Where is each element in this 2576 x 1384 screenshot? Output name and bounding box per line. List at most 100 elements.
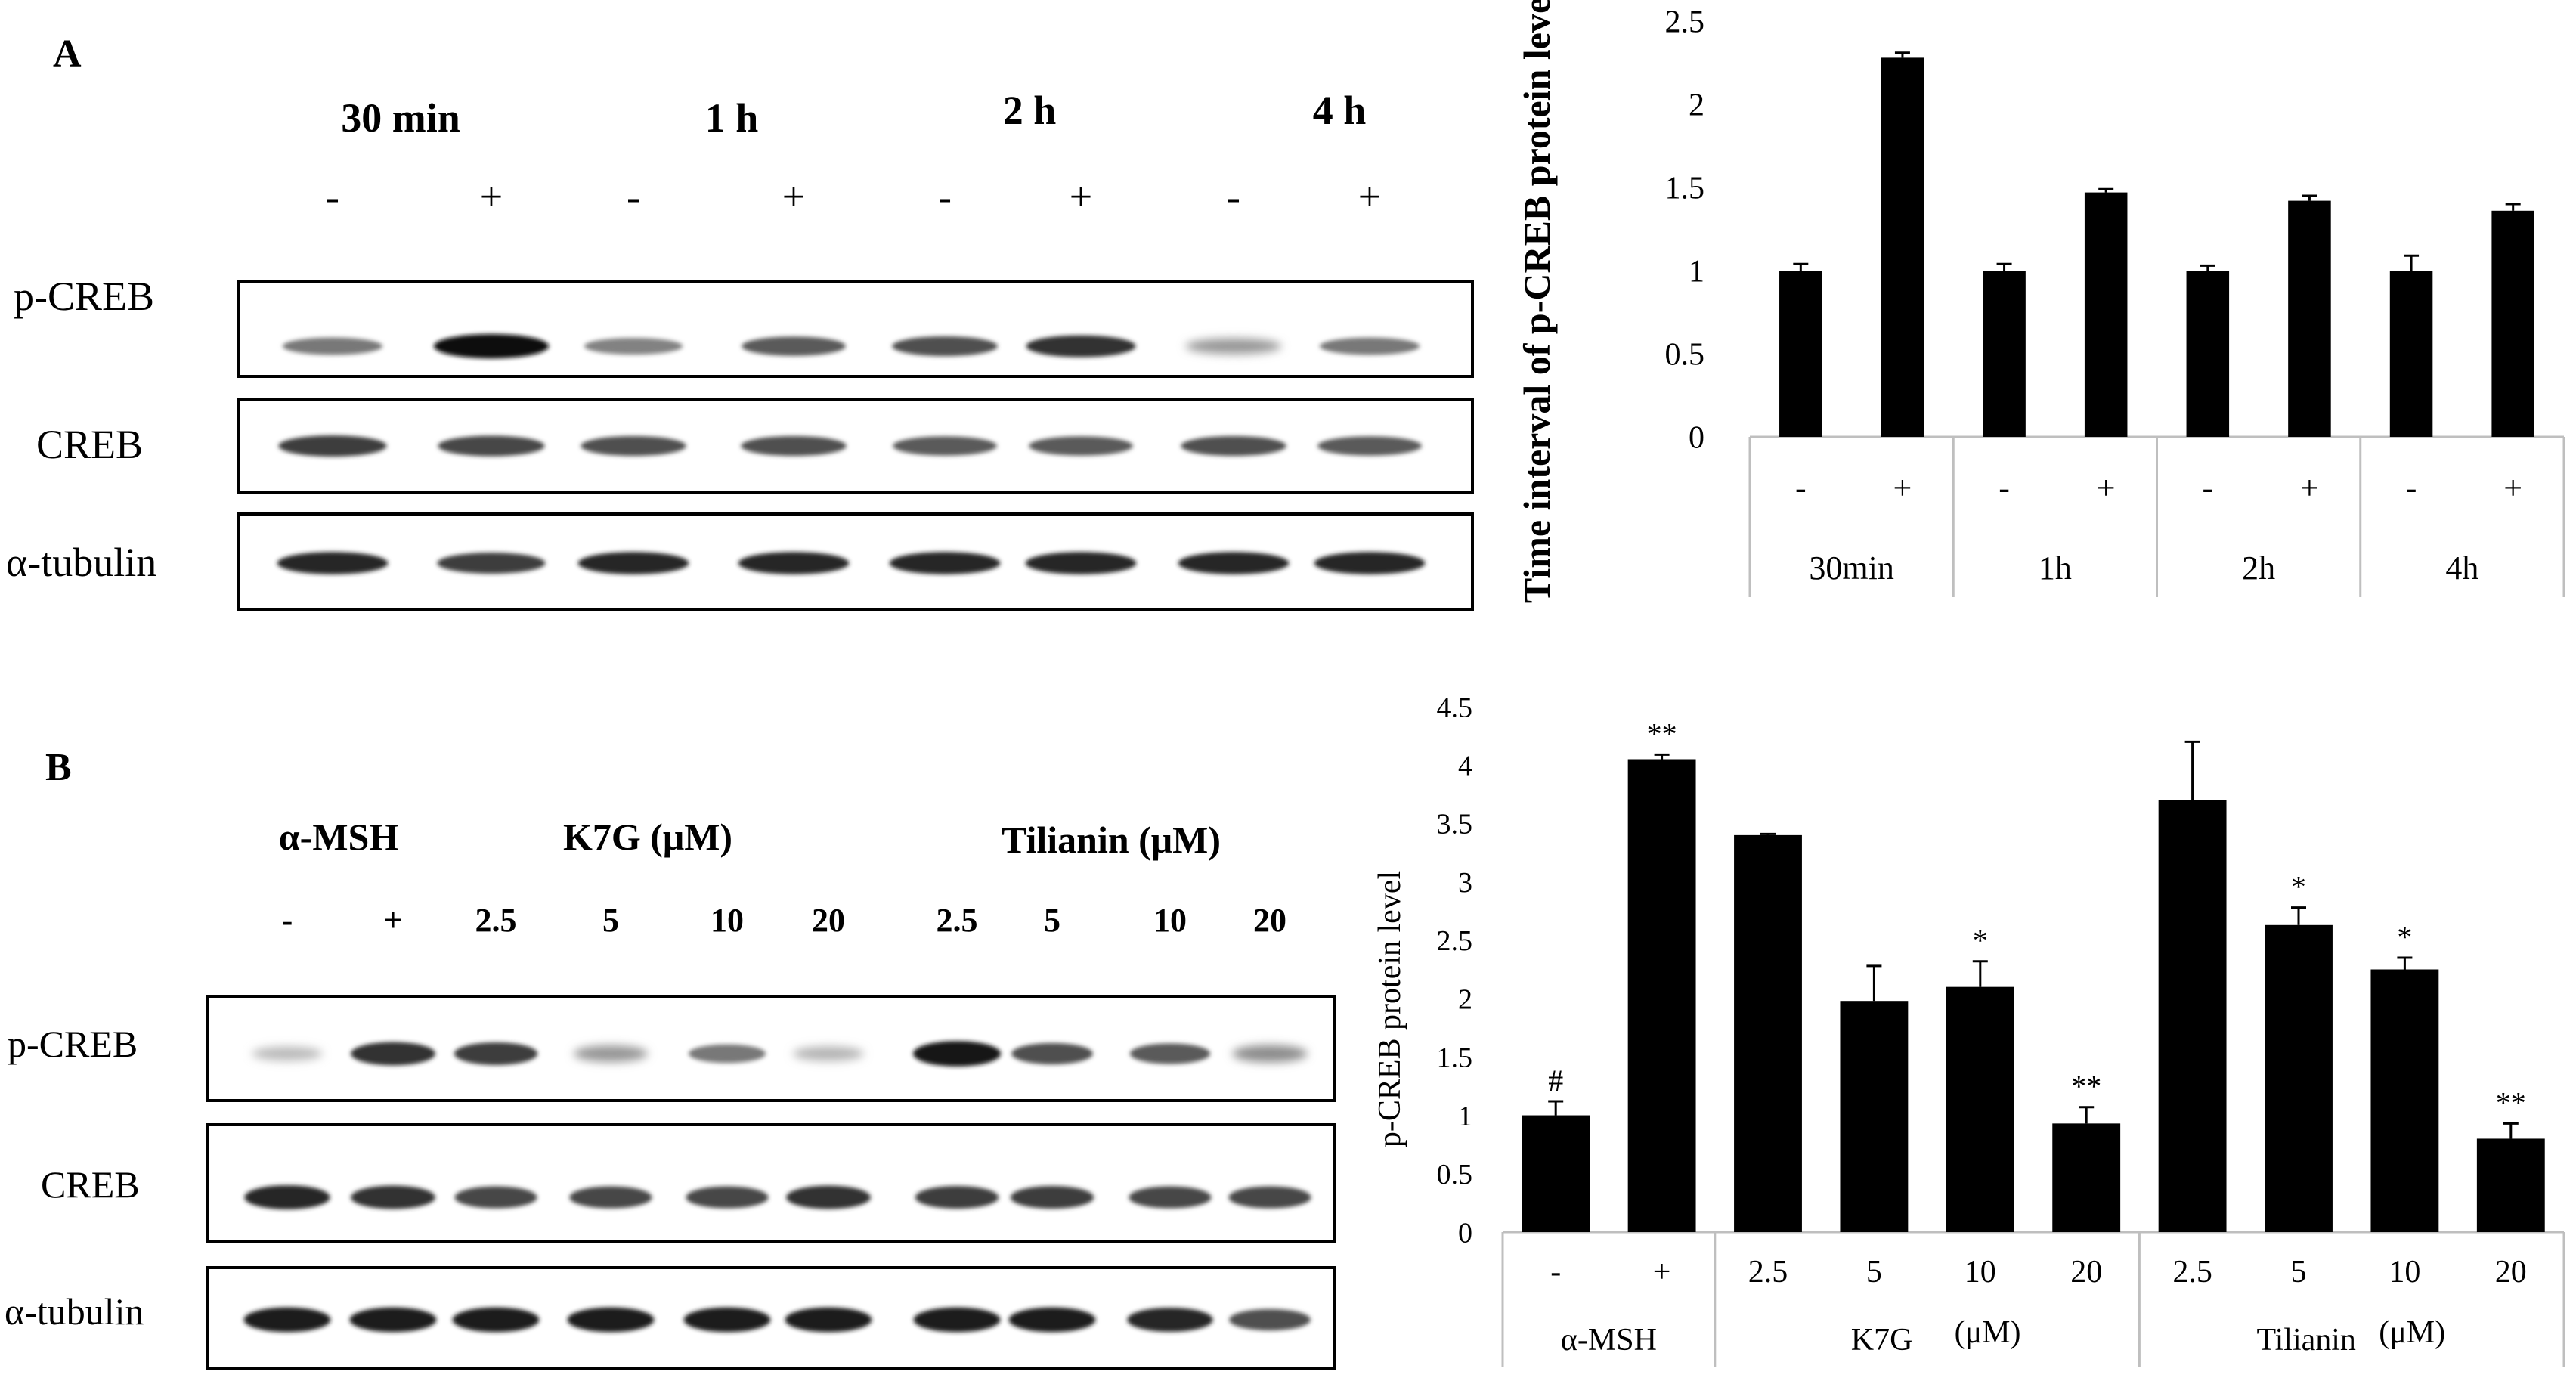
y-tick-label: 0.5	[1437, 1159, 1473, 1190]
blot-band	[1011, 1042, 1093, 1065]
chart-a: Time interval of p-CREB protein level 00…	[1516, 0, 2565, 603]
y-tick-label: 0	[1458, 1217, 1472, 1249]
header-alpha-msh: α-MSH	[279, 816, 399, 858]
blot-frame-creb	[206, 1123, 1336, 1243]
y-tick-label: 0.5	[1665, 338, 1705, 373]
bar	[1840, 1001, 1909, 1232]
blot-band	[351, 1185, 435, 1209]
row-label-creb: CREB	[41, 1163, 140, 1206]
bar	[1946, 986, 2014, 1232]
blot-band	[738, 552, 850, 574]
row-label-alpha-tubulin: α-tubulin	[6, 540, 156, 585]
significance-marker: *	[2397, 920, 2412, 954]
panel-a-label: A	[53, 33, 82, 76]
blot-band	[438, 435, 545, 457]
blot-band	[351, 1042, 435, 1066]
bar	[1522, 1115, 1590, 1232]
blot-band	[1185, 338, 1282, 355]
blot-bands	[277, 333, 1426, 574]
bar	[2476, 1138, 2545, 1232]
row-label-creb: CREB	[36, 422, 143, 467]
significance-marker: *	[1973, 924, 1988, 958]
blot-band	[912, 1041, 1002, 1067]
blot-band	[688, 1044, 766, 1064]
lane-label-row: - + - + - + - +	[326, 174, 1381, 219]
blot-band	[1314, 552, 1426, 574]
significance-marker: **	[1647, 717, 1677, 751]
blot-band	[892, 336, 998, 357]
blot-bands	[243, 1041, 1311, 1333]
chart-a-ylabel: Time interval of p-CREB protein level	[1516, 0, 1558, 603]
lane-label: -	[1227, 174, 1240, 219]
blot-band	[433, 333, 550, 359]
blot-band	[349, 1307, 437, 1333]
y-tick-label: 1	[1689, 255, 1704, 289]
blot-band	[243, 1307, 331, 1333]
panel-b-blot: B α-MSH K7G (μM) Tilianin (μM) - +2.5 5 10 2…	[5, 746, 1336, 1370]
blot-band	[1181, 435, 1286, 457]
blot-band	[793, 1046, 864, 1061]
timepoint-label: 4 h	[1313, 88, 1367, 133]
y-tick-label: 3	[1458, 867, 1472, 899]
lane-label: 2.5	[937, 902, 978, 939]
blot-band	[569, 1186, 652, 1209]
lane-label: 5	[602, 902, 619, 939]
group-unit-label: (μM)	[2379, 1315, 2445, 1350]
timepoint-label: 30 min	[341, 95, 460, 141]
category-label: 10	[2389, 1255, 2420, 1290]
bar	[2265, 924, 2333, 1232]
blot-band	[913, 1307, 1001, 1333]
chart-b-ylabel: p-CREB protein level	[1373, 871, 1407, 1147]
y-tick-label: 1.5	[1437, 1042, 1473, 1074]
bar	[2491, 210, 2534, 437]
category-label: +	[1893, 469, 1912, 506]
category-label: -	[1550, 1255, 1561, 1290]
blot-band	[1178, 552, 1290, 574]
group-label: 2h	[2242, 550, 2275, 587]
significance-marker: #	[1548, 1064, 1563, 1098]
y-tick-label: 2	[1458, 983, 1472, 1015]
lane-label: 10	[1153, 902, 1187, 939]
lane-label: -	[282, 902, 293, 939]
category-label: 5	[1866, 1255, 1882, 1290]
header-k7g: K7G (μM)	[563, 816, 732, 858]
lane-label: +	[782, 174, 805, 219]
category-label: 5	[2291, 1255, 2307, 1290]
category-label: +	[2097, 469, 2116, 506]
blot-band	[1317, 436, 1422, 456]
blot-band	[1232, 1045, 1308, 1063]
y-tick-label: 2.5	[1437, 925, 1473, 957]
category-label: 2.5	[1748, 1255, 1788, 1290]
blot-band	[1025, 552, 1137, 574]
group-unit-label: (μM)	[1955, 1315, 2021, 1350]
timepoint-label: 2 h	[1003, 88, 1057, 133]
blot-band	[786, 1185, 871, 1209]
blot-band	[1127, 1308, 1213, 1332]
blot-band	[1029, 436, 1133, 456]
lane-label: 20	[812, 902, 845, 939]
row-label-p-creb: p-CREB	[8, 1023, 138, 1065]
lane-label: +	[1070, 174, 1092, 219]
blot-band	[252, 1046, 323, 1061]
bar	[2158, 800, 2227, 1232]
category-label: 20	[2495, 1255, 2527, 1290]
category-label: 2.5	[2172, 1255, 2212, 1290]
blot-band	[741, 435, 847, 457]
chart-a-plot: 0 0.5 1 1.5 2 2.5 30min 1h 2h 4h - + - + - + - +	[1665, 5, 2565, 597]
blot-band	[1129, 1186, 1212, 1209]
y-tick-label: 3.5	[1437, 809, 1473, 841]
blot-frame-p-creb	[237, 280, 1474, 378]
group-label: α-MSH	[1561, 1323, 1657, 1358]
blot-band	[915, 1186, 999, 1209]
row-label-p-creb: p-CREB	[14, 274, 154, 319]
blot-band	[454, 1042, 538, 1065]
category-label: +	[1653, 1255, 1671, 1290]
blot-band	[686, 1186, 769, 1209]
blot-band	[1229, 1308, 1311, 1331]
lane-label: 20	[1253, 902, 1286, 939]
category-label: 20	[2070, 1255, 2102, 1290]
blot-band	[452, 1307, 540, 1333]
panel-a-blot: A 30 min 1 h 2 h 4 h - + - + - + - + p-CREB CRE…	[6, 33, 1474, 611]
category-label: +	[2503, 469, 2522, 506]
